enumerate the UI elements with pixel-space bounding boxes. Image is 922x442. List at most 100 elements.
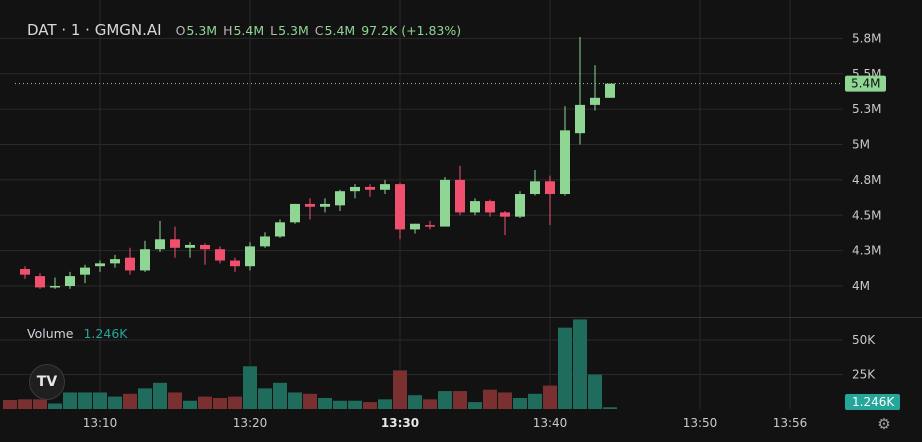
volume-bar [453, 391, 467, 409]
volume-bar [198, 396, 212, 409]
volume-bar [558, 327, 572, 409]
candle-body [170, 239, 180, 248]
y-tick-label: 4M [852, 279, 870, 293]
y-tick-label: 5.8M [852, 31, 881, 45]
candle-body [110, 259, 120, 264]
candle-body [335, 191, 345, 206]
volume-bar [363, 402, 377, 409]
candle-body [155, 239, 165, 250]
candle-body [320, 203, 330, 207]
volume-bar [498, 392, 512, 409]
candle-body [425, 225, 435, 227]
candle-body [380, 184, 390, 190]
candle-body [230, 260, 240, 267]
last-volume-label: 1.246K [852, 395, 895, 409]
candle-body [290, 203, 300, 223]
candle-body [500, 212, 510, 217]
volume-bar [408, 395, 422, 409]
volume-bar [78, 392, 92, 409]
candle-body [50, 286, 60, 288]
volume-bar [318, 397, 332, 409]
volume-bar [393, 370, 407, 409]
last-price-tag [845, 75, 886, 92]
candle-body [65, 276, 75, 286]
volume-bar [273, 382, 287, 409]
volume-bar [3, 400, 17, 409]
candle-body [215, 249, 225, 261]
volume-bar [108, 396, 122, 409]
change-value: 97.2K (+1.83%) [361, 23, 462, 38]
volume-bar [303, 393, 317, 409]
volume-bar [528, 393, 542, 409]
close-value: 5.4M [324, 23, 356, 38]
symbol-title: DAT · 1 · GMGN.AI [27, 21, 162, 39]
candle-body [35, 276, 45, 288]
volume-bar [468, 402, 482, 409]
low-value: 5.3M [278, 23, 309, 38]
high-value: 5.4M [233, 23, 265, 38]
volume-bar [138, 388, 152, 409]
low-label: L [270, 23, 278, 38]
candle-body [605, 83, 615, 98]
high-label: H [223, 23, 233, 38]
volume-bar [243, 366, 257, 409]
candle-body [560, 130, 570, 195]
volume-y-tick-label: 50K [852, 333, 876, 347]
candle-body [260, 236, 270, 247]
y-tick-label: 4.3M [852, 244, 881, 258]
candle-body [410, 223, 420, 230]
volume-bar [48, 403, 62, 409]
y-tick-label: 5.3M [852, 102, 881, 116]
gear-icon[interactable]: ⚙ [877, 415, 891, 433]
x-tick-label: 13:20 [233, 416, 268, 430]
x-tick-label: 13:40 [533, 416, 568, 430]
candle-body [140, 249, 150, 271]
last-price-label: 5.4M [851, 77, 880, 91]
ohlc-legend: DAT · 1 · GMGN.AI O 5.3M H 5.4M L 5.3M C 5.4… [27, 21, 461, 39]
candles [20, 36, 615, 289]
y-tick-label: 4.8M [852, 173, 881, 187]
volume-bar [228, 396, 242, 409]
volume-y-tick-label: 25K [852, 368, 876, 382]
open-label: O [175, 23, 186, 38]
last-volume-tag [845, 394, 900, 410]
volume-bar [63, 392, 77, 409]
x-tick-label: 13:30 [381, 416, 419, 430]
volume-bar [153, 382, 167, 409]
volume-bar [483, 389, 497, 409]
candle-body [350, 186, 360, 192]
grid-lines [0, 0, 922, 409]
candle-body [395, 184, 405, 230]
x-tick-label: 13:50 [683, 416, 718, 430]
volume-bar [213, 397, 227, 409]
volume-bar [603, 407, 617, 409]
candle-body [485, 201, 495, 213]
candle-body [470, 201, 480, 213]
volume-bar [333, 400, 347, 409]
volume-bar [93, 392, 107, 409]
candle-body [515, 194, 525, 217]
candle-body [305, 203, 315, 207]
volume-bar [543, 385, 557, 409]
open-value: 5.3M [186, 23, 218, 38]
candle-body [80, 267, 90, 275]
y-tick-label: 4.5M [852, 208, 881, 222]
close-label: C [314, 23, 324, 38]
volume-bar [423, 399, 437, 409]
candle-body [365, 186, 375, 190]
volume-bar [123, 393, 137, 409]
candle-body [275, 222, 285, 237]
volume-bar [18, 399, 32, 409]
volume-bar [438, 391, 452, 409]
candle-body [20, 269, 30, 275]
volume-bar [33, 399, 47, 409]
candle-body [545, 181, 555, 195]
x-tick-label: 13:10 [83, 416, 118, 430]
volume-bar [168, 392, 182, 409]
volume-bar [513, 397, 527, 409]
volume-value: 1.246K [83, 326, 128, 341]
tradingview-logo[interactable]: TV [29, 364, 65, 400]
x-tick-label: 13:56 [773, 416, 808, 430]
